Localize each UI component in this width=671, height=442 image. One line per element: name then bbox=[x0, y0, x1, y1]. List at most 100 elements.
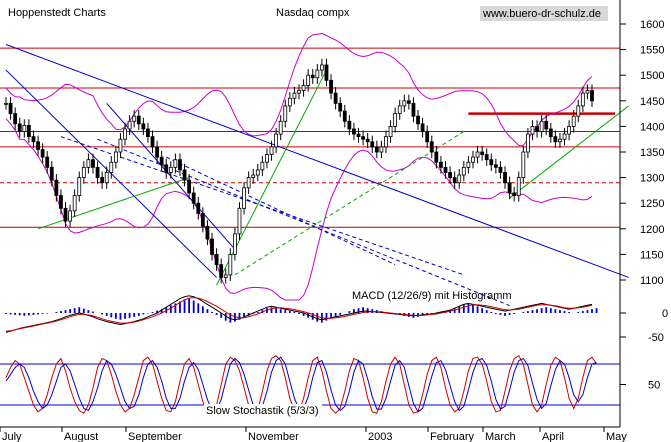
price-candles bbox=[4, 58, 594, 284]
candle-body-65 bbox=[301, 85, 306, 91]
y-tick-label-1500: 1500 bbox=[640, 70, 664, 82]
macd-title: MACD (12/26/9) mit Histogramm bbox=[352, 290, 512, 302]
candle-body-37 bbox=[173, 159, 178, 168]
candle-body-66 bbox=[306, 74, 311, 86]
candle-body-102 bbox=[471, 156, 475, 163]
candle-body-11 bbox=[54, 179, 59, 196]
y-tick-label-1350: 1350 bbox=[640, 147, 664, 159]
candle-body-1 bbox=[8, 102, 13, 115]
candle-body-70 bbox=[324, 64, 329, 81]
candle-body-120 bbox=[553, 136, 558, 143]
candle-body-14 bbox=[68, 210, 72, 222]
candle-body-68 bbox=[315, 69, 320, 79]
candle-body-59 bbox=[274, 133, 279, 148]
candle-body-96 bbox=[443, 166, 448, 173]
candle-body-2 bbox=[13, 113, 18, 125]
candle-body-21 bbox=[100, 177, 105, 184]
candle-body-8 bbox=[40, 149, 45, 158]
candle-body-75 bbox=[347, 120, 352, 130]
candle-body-92 bbox=[425, 131, 430, 143]
x-tick-label-1: August bbox=[64, 431, 98, 442]
candle-body-54 bbox=[251, 174, 256, 178]
y-tick-label-1150: 1150 bbox=[640, 249, 664, 261]
candle-body-106 bbox=[489, 159, 494, 166]
candle-body-100 bbox=[461, 166, 466, 176]
candle-body-90 bbox=[416, 115, 420, 125]
candle-body-44 bbox=[205, 225, 210, 240]
x-tick-label-4: 2003 bbox=[368, 431, 392, 442]
trendline-0 bbox=[5, 44, 629, 278]
bollinger-lower bbox=[5, 118, 593, 301]
y-tick-label-1100: 1100 bbox=[640, 275, 664, 287]
candle-body-53 bbox=[246, 177, 251, 189]
candle-body-51 bbox=[237, 207, 242, 235]
stochastic-y-axis: 50 bbox=[620, 380, 660, 392]
candle-body-55 bbox=[255, 169, 260, 176]
candle-body-69 bbox=[319, 64, 324, 71]
candle-body-18 bbox=[86, 159, 91, 168]
candle-body-39 bbox=[182, 169, 187, 181]
candle-body-89 bbox=[411, 102, 416, 117]
candle-body-41 bbox=[191, 192, 196, 204]
candle-body-43 bbox=[200, 213, 205, 227]
candle-body-4 bbox=[22, 124, 27, 132]
candle-body-63 bbox=[292, 92, 297, 99]
candle-body-110 bbox=[507, 182, 512, 194]
candle-body-45 bbox=[210, 238, 214, 255]
candle-body-56 bbox=[260, 161, 265, 171]
candle-body-91 bbox=[420, 123, 425, 132]
candle-body-29 bbox=[136, 115, 141, 125]
bollinger-upper bbox=[5, 32, 593, 146]
y-tick-label-1300: 1300 bbox=[640, 173, 664, 185]
y-tick-label-1450: 1450 bbox=[640, 96, 664, 108]
candle-body-74 bbox=[342, 110, 347, 122]
candle-body-61 bbox=[283, 105, 288, 122]
candle-body-108 bbox=[498, 166, 503, 173]
candle-body-42 bbox=[196, 202, 201, 214]
candle-body-123 bbox=[567, 126, 572, 135]
macd-y-axis: 0 -50 bbox=[620, 308, 668, 344]
x-tick-label-6: March bbox=[485, 431, 516, 442]
price-y-axis: 1100 1150 1200 1250 1300 1350 1400 1450 1500 1550… bbox=[620, 19, 664, 287]
candle-body-32 bbox=[150, 136, 155, 148]
candle-body-52 bbox=[242, 187, 246, 209]
candle-body-125 bbox=[576, 105, 581, 117]
candle-body-104 bbox=[480, 151, 485, 155]
candle-body-78 bbox=[361, 136, 365, 140]
candle-body-7 bbox=[36, 141, 40, 150]
candle-body-126 bbox=[580, 92, 585, 107]
candle-body-6 bbox=[31, 136, 36, 143]
candle-body-30 bbox=[141, 123, 146, 130]
macd-line bbox=[5, 295, 593, 333]
macd-tick-label-0: 0 bbox=[662, 308, 668, 320]
candle-body-71 bbox=[329, 79, 333, 94]
candle-body-77 bbox=[356, 133, 361, 138]
y-tick-label-1550: 1550 bbox=[640, 45, 664, 57]
candle-body-48 bbox=[223, 274, 228, 278]
candle-body-112 bbox=[516, 177, 521, 196]
candle-body-107 bbox=[493, 164, 498, 168]
candle-body-62 bbox=[287, 97, 292, 107]
source-label: Hoppenstedt Charts bbox=[8, 7, 106, 19]
candle-body-3 bbox=[17, 123, 22, 132]
candle-body-10 bbox=[49, 166, 54, 181]
candle-body-118 bbox=[544, 120, 549, 130]
candle-body-23 bbox=[109, 161, 114, 173]
website-label: www.buero-dr-schulz.de bbox=[482, 8, 601, 20]
candle-body-13 bbox=[63, 207, 68, 222]
candle-body-28 bbox=[132, 115, 137, 122]
candle-body-81 bbox=[374, 146, 379, 153]
candle-body-101 bbox=[466, 161, 471, 168]
candle-body-82 bbox=[379, 146, 384, 153]
candle-body-64 bbox=[297, 90, 301, 94]
candle-body-97 bbox=[448, 172, 452, 178]
candle-body-67 bbox=[310, 74, 315, 79]
macd-lines bbox=[5, 295, 593, 333]
x-tick-label-8: May bbox=[606, 431, 627, 442]
candle-body-46 bbox=[214, 253, 219, 266]
stochastic-title: Slow Stochastik (5/3/3) bbox=[206, 405, 319, 417]
candle-body-31 bbox=[146, 128, 150, 138]
candle-body-95 bbox=[439, 161, 443, 168]
candle-body-119 bbox=[548, 128, 553, 138]
